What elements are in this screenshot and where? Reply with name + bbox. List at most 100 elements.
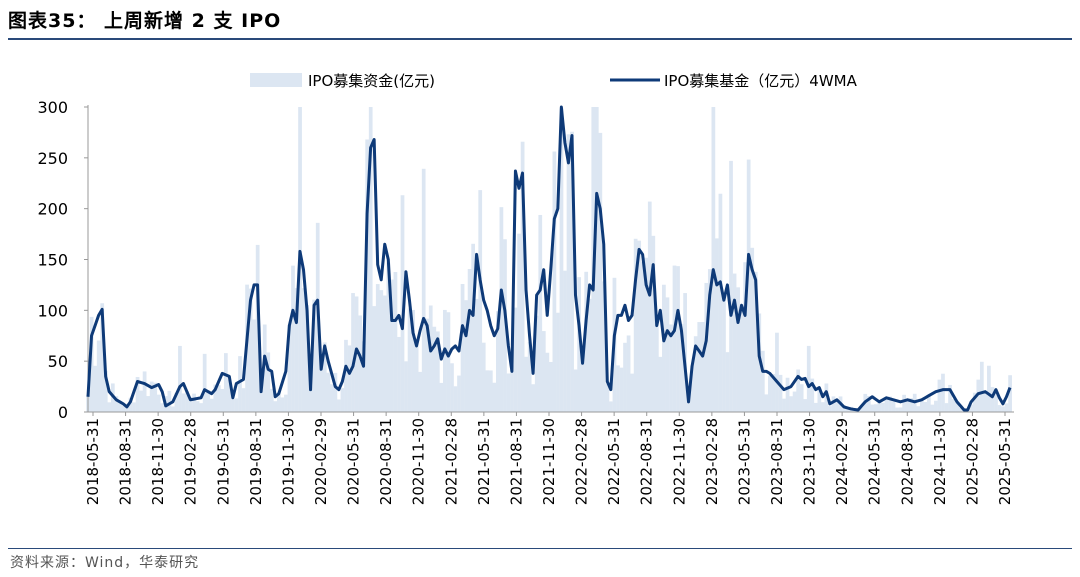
- y-tick-label: 300: [37, 98, 68, 117]
- area-bar: [884, 397, 889, 412]
- area-bar: [658, 356, 663, 412]
- area-bar: [803, 399, 808, 412]
- area-bar: [905, 398, 910, 412]
- area-bar: [640, 261, 645, 412]
- area-bar: [842, 405, 846, 412]
- area-bar: [881, 402, 885, 412]
- area-bar: [464, 300, 468, 412]
- area-bar: [785, 377, 790, 412]
- area-bar: [700, 321, 705, 412]
- area-bar: [930, 404, 935, 412]
- area-bar: [729, 160, 733, 412]
- area-series: [86, 107, 1012, 413]
- area-bar: [259, 391, 264, 412]
- area-bar: [817, 388, 822, 412]
- area-bar: [750, 247, 755, 412]
- area-bar: [213, 384, 218, 412]
- area-bar: [552, 151, 557, 412]
- area-bar: [103, 370, 108, 412]
- x-tick-label: 2018-05-31: [84, 418, 102, 505]
- area-bar: [545, 352, 550, 412]
- area-bar: [114, 396, 119, 412]
- area-bar: [457, 375, 461, 412]
- x-axis-ticks: 2018-05-31 2018-08-31 2018-11-30 2019-02-28…: [84, 412, 1014, 505]
- area-bar: [1001, 406, 1005, 412]
- area-bar: [753, 271, 758, 412]
- chart: IPO募集资金(亿元) IPO募集基金（亿元）4WMA 300 250 200 150…: [37, 72, 1014, 505]
- area-bar: [241, 388, 246, 412]
- area-bar: [160, 403, 165, 412]
- area-bar: [404, 361, 408, 412]
- area-bar: [623, 342, 627, 412]
- y-tick-label: 150: [37, 251, 68, 270]
- area-bar: [1004, 403, 1009, 412]
- area-bar: [386, 262, 391, 412]
- area-bar: [605, 383, 610, 412]
- area-bar: [538, 214, 543, 412]
- area-bar: [697, 322, 702, 412]
- area-bar: [520, 141, 525, 412]
- x-tick-label: 2020-02-29: [312, 418, 330, 505]
- area-bar: [662, 284, 666, 412]
- area-bar: [347, 345, 352, 412]
- area-bar: [234, 398, 239, 412]
- area-bar: [866, 395, 871, 412]
- area-bar: [594, 107, 599, 412]
- area-bar: [390, 279, 394, 412]
- x-tick-label: 2024-02-29: [833, 418, 851, 505]
- y-tick-label: 200: [37, 200, 68, 219]
- area-bar: [510, 365, 514, 412]
- legend-line-label: IPO募集基金（亿元）4WMA: [664, 72, 858, 90]
- area-bar: [559, 108, 564, 413]
- area-bar: [877, 400, 882, 412]
- legend: IPO募集资金(亿元) IPO募集基金（亿元）4WMA: [250, 72, 858, 90]
- x-tick-label: 2021-11-30: [540, 418, 558, 505]
- area-bar: [506, 373, 511, 412]
- area-bar: [375, 284, 380, 412]
- x-tick-label: 2024-05-31: [866, 418, 884, 505]
- area-bar: [421, 168, 426, 412]
- area-bar: [156, 394, 161, 412]
- area-bar: [693, 336, 698, 412]
- area-bar: [492, 382, 497, 412]
- legend-area-label: IPO募集资金(亿元): [308, 72, 435, 90]
- y-tick-label: 0: [58, 403, 68, 422]
- area-bar: [983, 392, 988, 412]
- area-bar: [633, 238, 638, 412]
- area-bar: [941, 373, 945, 412]
- area-bar: [368, 107, 373, 412]
- area-bar: [358, 315, 362, 412]
- area-bar: [266, 352, 271, 412]
- source-note: 资料来源：Wind，华泰研究: [10, 555, 200, 571]
- area-bar: [990, 387, 995, 412]
- area-bar: [902, 394, 906, 412]
- area-bar: [153, 382, 158, 412]
- area-bar: [768, 375, 772, 412]
- area-bar: [89, 316, 94, 412]
- area-bar: [715, 238, 719, 412]
- area-bar: [188, 396, 193, 412]
- area-bar: [474, 298, 479, 412]
- area-bar: [722, 294, 726, 412]
- area-bar: [1008, 375, 1012, 412]
- area-bar: [478, 190, 483, 412]
- area-bar: [764, 394, 769, 412]
- area-bar: [513, 307, 518, 412]
- area-bar: [467, 269, 472, 412]
- x-tick-label: 2023-05-31: [735, 418, 753, 505]
- area-bar: [810, 378, 815, 412]
- area-bar: [146, 396, 151, 412]
- area-bar: [672, 265, 677, 412]
- x-tick-label: 2022-02-28: [573, 418, 591, 505]
- area-bar: [813, 402, 818, 412]
- area-bar: [231, 399, 235, 412]
- area-bar: [178, 345, 182, 412]
- area-bar: [142, 371, 147, 412]
- area-bar: [149, 381, 154, 412]
- area-bar: [736, 287, 740, 412]
- x-tick-label: 2021-05-31: [475, 418, 493, 505]
- area-bar: [601, 281, 606, 412]
- area-bar: [690, 365, 695, 412]
- x-tick-label: 2022-08-31: [638, 418, 656, 505]
- area-bar: [206, 390, 211, 412]
